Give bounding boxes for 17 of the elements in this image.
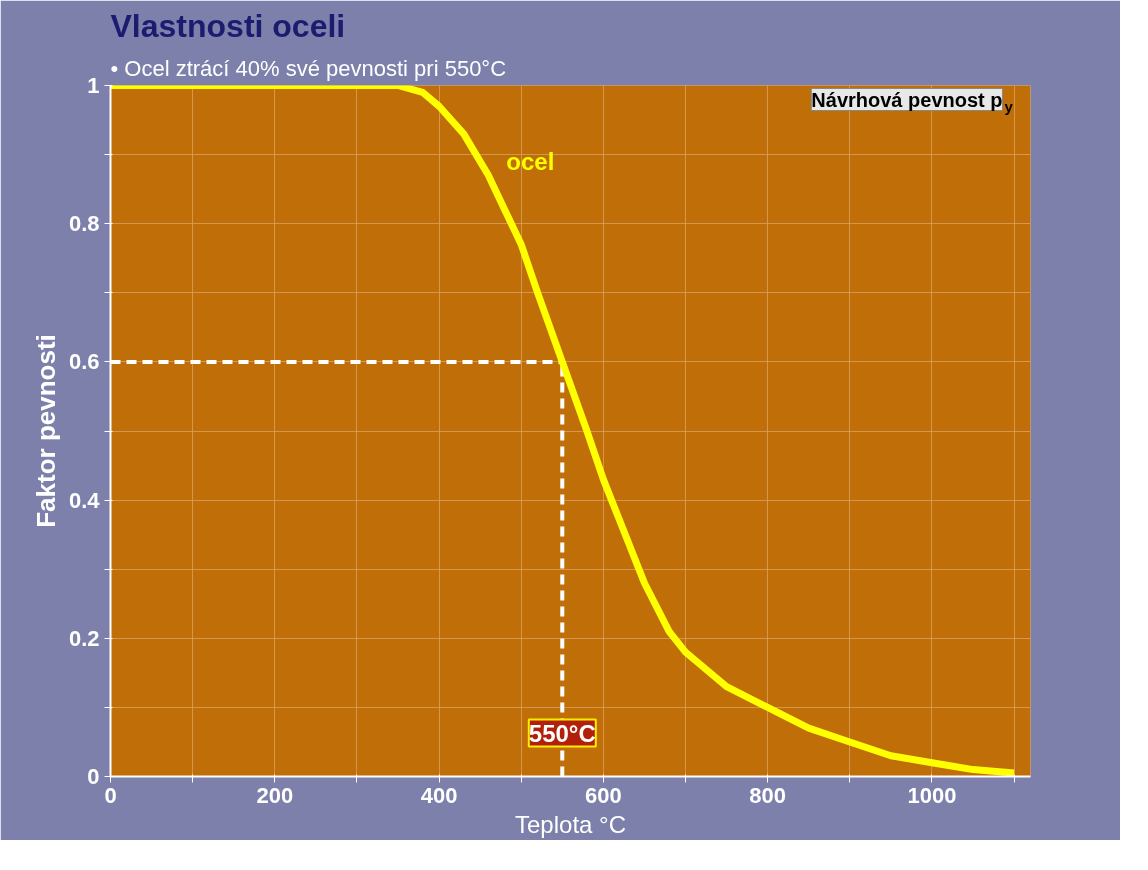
y-tick-label: 0 (87, 764, 100, 789)
x-tick-label: 800 (749, 782, 787, 808)
y-axis-title: Faktor pevnosti (30, 334, 61, 528)
chart-title: Vlastnosti oceli (110, 7, 346, 44)
x-tick-label: 0 (104, 782, 117, 808)
x-tick-label: 600 (585, 782, 622, 808)
x-tick-label: 200 (256, 782, 294, 808)
x-tick-label: 1000 (907, 782, 957, 808)
x-axis-title: Teplota °C (515, 810, 627, 838)
y-tick-label: 0.2 (68, 625, 100, 651)
chart-subtitle: • Ocel ztrácí 40% své pevnosti pri 550°C (110, 55, 507, 81)
y-tick-label: 1 (87, 73, 100, 98)
y-tick-label: 0.4 (68, 487, 101, 513)
series-label: ocel (506, 148, 555, 176)
y-tick-label: 0.8 (68, 211, 100, 237)
x-tick-label: 400 (420, 782, 458, 808)
y-tick-label: 0.6 (68, 349, 100, 375)
